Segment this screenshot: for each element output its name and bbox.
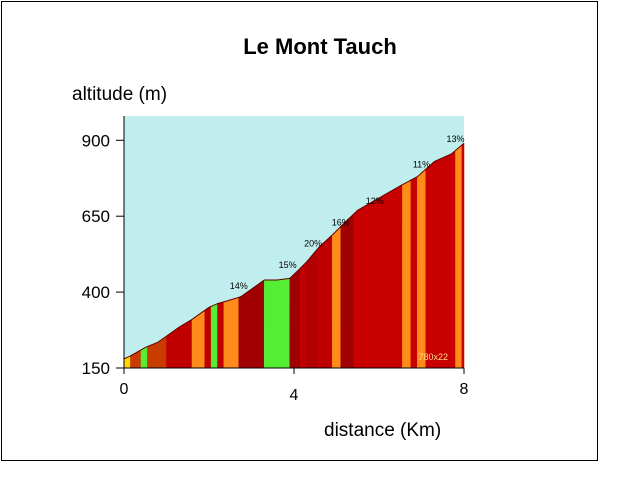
x-tick-label: 4: [290, 387, 299, 404]
y-tick-label: 150: [82, 359, 110, 378]
profile-segment: [289, 267, 301, 369]
watermark-label: 780x22: [418, 352, 448, 362]
profile-segment: [455, 144, 463, 369]
profile-segment: [461, 142, 465, 369]
profile-segment: [306, 248, 318, 369]
gradient-label: 12%: [366, 196, 384, 206]
gradient-label: 13%: [446, 134, 464, 144]
chart-title: Le Mont Tauch: [243, 34, 397, 59]
profile-segment: [331, 225, 342, 369]
gradient-label: 20%: [304, 239, 322, 249]
x-tick-label: 8: [460, 381, 469, 398]
y-tick-label: 900: [82, 131, 110, 150]
gradient-label: 11%: [413, 160, 430, 170]
x-tick-label: 0: [120, 381, 129, 398]
profile-segment: [210, 303, 218, 369]
profile-segment: [223, 296, 240, 369]
profile-segment: [340, 213, 354, 369]
profile-segment: [402, 179, 412, 369]
profile-segment: [191, 309, 206, 369]
profile-segment: [317, 234, 333, 369]
y-tick-label: 650: [82, 207, 110, 226]
gradient-label: 15%: [279, 260, 297, 270]
x-axis-label: distance (Km): [324, 420, 442, 441]
y-tick-label: 400: [82, 283, 110, 302]
profile-segment: [300, 261, 308, 369]
profile-segment: [353, 184, 403, 369]
profile-line: [123, 142, 465, 360]
profile-segment: [217, 301, 225, 369]
profile-segment: [416, 168, 427, 369]
profile-segment: [425, 149, 456, 369]
profile-segment: [263, 278, 291, 369]
gradient-label: 14%: [230, 281, 248, 291]
gradient-label: 16%: [332, 217, 350, 227]
y-axis-label: altitude (m): [72, 84, 168, 105]
profile-segment: [410, 176, 418, 369]
profile-segment: [204, 306, 212, 369]
